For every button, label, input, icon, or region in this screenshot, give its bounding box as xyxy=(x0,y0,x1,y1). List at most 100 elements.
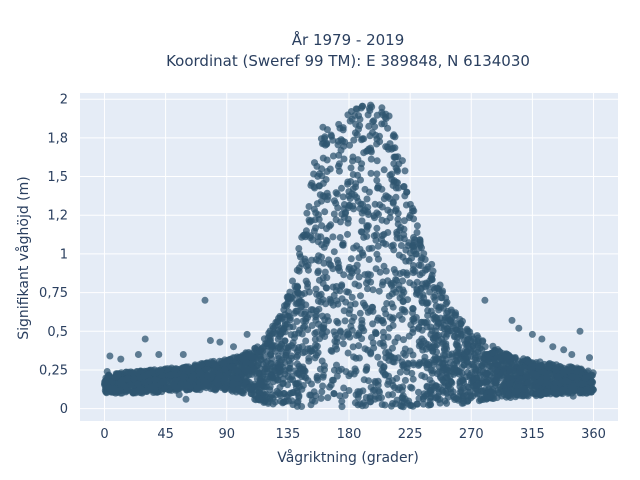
scatter-point xyxy=(329,152,337,160)
scatter-point xyxy=(307,347,315,355)
scatter-point xyxy=(458,388,466,396)
scatter-point xyxy=(472,367,480,375)
scatter-point xyxy=(378,104,386,112)
scatter-point xyxy=(350,136,358,144)
scatter-point xyxy=(369,118,377,126)
scatter-point xyxy=(552,379,560,386)
scatter-point xyxy=(262,359,270,367)
chart-title-line2: Koordinat (Sweref 99 TM): E 389848, N 61… xyxy=(166,52,530,70)
scatter-point xyxy=(328,347,336,355)
scatter-point xyxy=(380,230,388,238)
scatter-point xyxy=(361,301,369,309)
scatter-point xyxy=(379,239,387,247)
scatter-point xyxy=(334,319,342,327)
scatter-point xyxy=(151,382,159,390)
scatter-point xyxy=(418,269,426,277)
scatter-point xyxy=(311,335,319,343)
y-tick-label: 1,8 xyxy=(47,131,68,146)
scatter-point xyxy=(330,210,338,218)
scatter-point xyxy=(359,200,367,208)
scatter-point xyxy=(321,268,329,276)
scatter-point xyxy=(360,233,368,241)
data-points xyxy=(101,101,597,411)
scatter-point xyxy=(111,373,119,381)
scatter-point xyxy=(288,294,296,302)
scatter-point xyxy=(559,386,566,394)
scatter-point xyxy=(408,254,416,262)
scatter-point-outlier xyxy=(576,327,584,335)
scatter-point xyxy=(308,380,315,388)
scatter-point xyxy=(410,315,418,323)
scatter-point xyxy=(428,260,436,268)
scatter-point-outlier xyxy=(141,335,149,343)
scatter-point xyxy=(429,267,437,275)
scatter-point xyxy=(426,397,434,405)
scatter-point xyxy=(399,277,407,285)
scatter-point xyxy=(477,387,485,395)
scatter-point xyxy=(409,305,417,312)
scatter-point xyxy=(464,335,472,343)
scatter-point-outlier xyxy=(117,355,125,363)
scatter-point xyxy=(410,215,418,223)
scatter-point-outlier xyxy=(515,324,523,332)
scatter-point xyxy=(130,375,138,383)
scatter-point xyxy=(389,322,397,329)
scatter-point xyxy=(333,361,340,369)
scatter-point xyxy=(360,149,368,157)
scatter-point xyxy=(367,169,375,177)
scatter-point xyxy=(302,337,310,345)
scatter-point xyxy=(312,209,320,217)
scatter-point xyxy=(373,176,381,184)
x-tick-label: 360 xyxy=(581,427,606,442)
scatter-point xyxy=(355,273,363,281)
scatter-point xyxy=(506,380,514,387)
scatter-point xyxy=(536,378,544,386)
scatter-point xyxy=(427,274,435,282)
scatter-point xyxy=(387,208,394,216)
scatter-point xyxy=(373,250,381,258)
scatter-point xyxy=(317,290,325,298)
scatter-point xyxy=(372,131,380,139)
y-axis-ticks: 0 0,25 0,5 0,75 1 1,2 1,5 1,8 2 xyxy=(39,93,68,417)
scatter-point xyxy=(512,371,520,379)
scatter-point xyxy=(389,132,397,140)
scatter-point-outlier xyxy=(106,352,114,360)
scatter-point xyxy=(305,203,313,210)
scatter-point xyxy=(293,318,301,325)
scatter-point xyxy=(466,328,474,336)
scatter-point xyxy=(330,390,338,397)
scatter-point xyxy=(416,291,424,299)
scatter-point xyxy=(436,281,444,289)
scatter-point xyxy=(360,135,368,143)
scatter-point xyxy=(321,208,329,216)
scatter-point xyxy=(471,356,479,364)
scatter-point xyxy=(136,367,144,375)
scatter-point xyxy=(373,157,381,165)
scatter-point-outlier xyxy=(230,343,237,351)
scatter-point xyxy=(409,262,417,269)
scatter-point xyxy=(359,102,367,110)
scatter-point xyxy=(301,348,309,356)
scatter-point xyxy=(430,293,438,301)
scatter-point xyxy=(119,376,127,384)
scatter-point xyxy=(366,107,374,114)
scatter-point xyxy=(404,359,412,367)
scatter-point xyxy=(197,361,205,369)
scatter-point xyxy=(384,193,392,201)
scatter-point xyxy=(355,331,363,339)
scatter-point xyxy=(449,365,457,373)
scatter-point xyxy=(340,384,348,392)
scatter-point xyxy=(285,367,293,374)
scatter-point xyxy=(339,193,347,201)
scatter-point xyxy=(365,211,372,218)
scatter-point xyxy=(335,367,343,375)
scatter-point xyxy=(315,320,322,328)
scatter-point xyxy=(280,325,288,333)
y-tick-label: 0 xyxy=(60,402,68,417)
scatter-point xyxy=(305,354,313,362)
scatter-point xyxy=(311,329,319,337)
scatter-point xyxy=(423,265,431,273)
scatter-point xyxy=(351,280,359,288)
scatter-point xyxy=(409,351,417,359)
scatter-point xyxy=(482,371,490,379)
